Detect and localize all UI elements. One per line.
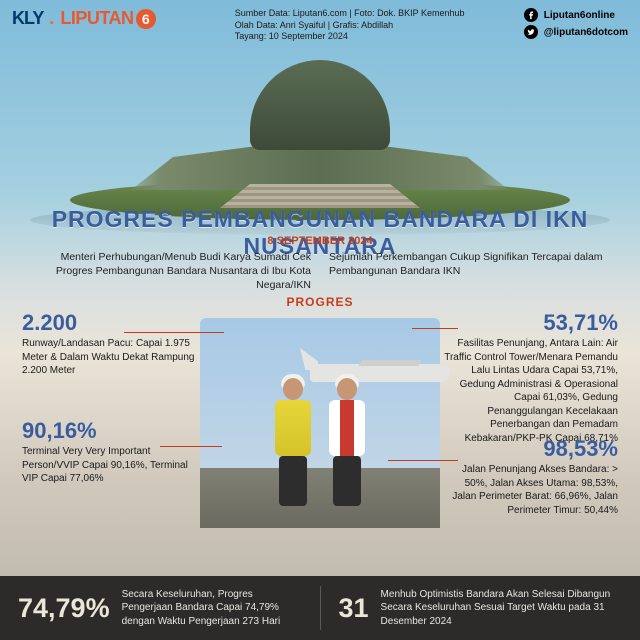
stat-terminal: 90,16% Terminal Very Very Important Pers… <box>22 420 200 486</box>
person-right <box>323 378 371 506</box>
legs <box>333 456 361 506</box>
twitter-handle: @liputan6dotcom <box>544 27 628 38</box>
social-twitter: @liputan6dotcom <box>524 25 628 39</box>
stat-value: 2.200 <box>22 312 200 334</box>
bottom-band: 74,79% Secara Keseluruhan, Progres Penge… <box>0 576 640 640</box>
stat-value: 53,71% <box>440 312 618 334</box>
facebook-handle: Liputan6online <box>544 10 615 21</box>
bottom-right: 31 Menhub Optimistis Bandara Akan Selesa… <box>321 588 640 629</box>
stat-roads: 98,53% Jalan Penunjang Akses Bandara: > … <box>440 438 618 517</box>
progres-label: PROGRES <box>0 295 640 309</box>
intro-right: Sejumlah Perkembangan Cukup Signifikan T… <box>329 250 618 293</box>
vest-yellow <box>275 400 311 456</box>
intro-left: Menteri Perhubungan/Menub Budi Karya Sum… <box>22 250 311 293</box>
head <box>337 378 357 400</box>
credit-line-1: Sumber Data: Liputan6.com | Foto: Dok. B… <box>235 8 465 20</box>
social-facebook: Liputan6online <box>524 8 615 22</box>
building-illustration <box>110 60 530 190</box>
building-steps <box>220 184 420 208</box>
people-illustration <box>269 378 371 506</box>
stat-facilities: 53,71% Fasilitas Penunjang, Antara Lain:… <box>440 312 618 445</box>
socials: Liputan6online @liputan6dotcom <box>524 8 628 39</box>
bottom-right-value: 31 <box>339 593 369 624</box>
brand-liputan: LIPUTAN6 <box>60 8 155 29</box>
credits-block: Sumber Data: Liputan6.com | Foto: Dok. B… <box>235 8 465 43</box>
stat-value: 98,53% <box>440 438 618 460</box>
stat-desc: Jalan Penunjang Akses Bandara: > 50%, Ja… <box>440 463 618 517</box>
date-line: 8 SEPTEMBER 2024 <box>0 235 640 247</box>
brand-separator: . <box>49 8 54 29</box>
legs <box>279 456 307 506</box>
bottom-right-text: Menhub Optimistis Bandara Akan Selesai D… <box>381 588 622 629</box>
plane-wing <box>359 360 422 366</box>
header: KLY . LIPUTAN6 Sumber Data: Liputan6.com… <box>12 8 628 43</box>
logo-block: KLY . LIPUTAN6 <box>12 8 156 29</box>
credit-line-3: Tayang: 10 September 2024 <box>235 31 465 43</box>
person-left <box>269 378 317 506</box>
brand-liputan-text: LIPUTAN <box>60 8 133 28</box>
stat-runway: 2.200 Runway/Landasan Pacu: Capai 1.975 … <box>22 312 200 378</box>
building-dome <box>250 60 390 150</box>
intro-row: Menteri Perhubungan/Menub Budi Karya Sum… <box>22 250 618 293</box>
photo-area <box>200 318 440 528</box>
credit-line-2: Olah Data: Anri Syaiful | Grafis: Abdill… <box>235 20 465 32</box>
stat-desc: Fasilitas Penunjang, Antara Lain: Air Tr… <box>440 337 618 445</box>
facebook-icon <box>524 8 538 22</box>
head <box>283 378 303 400</box>
bottom-left-text: Secara Keseluruhan, Progres Pengerjaan B… <box>122 588 302 629</box>
brand-kly: KLY <box>12 8 43 29</box>
brand-six-badge: 6 <box>136 9 156 29</box>
bottom-left: 74,79% Secara Keseluruhan, Progres Penge… <box>0 588 320 629</box>
vest-red <box>329 400 365 456</box>
stat-value: 90,16% <box>22 420 200 442</box>
bottom-left-value: 74,79% <box>18 593 110 624</box>
stat-desc: Terminal Very Very Important Person/VVIP… <box>22 445 200 486</box>
infographic-page: KLY . LIPUTAN6 Sumber Data: Liputan6.com… <box>0 0 640 640</box>
stat-desc: Runway/Landasan Pacu: Capai 1.975 Meter … <box>22 337 200 378</box>
twitter-icon <box>524 25 538 39</box>
